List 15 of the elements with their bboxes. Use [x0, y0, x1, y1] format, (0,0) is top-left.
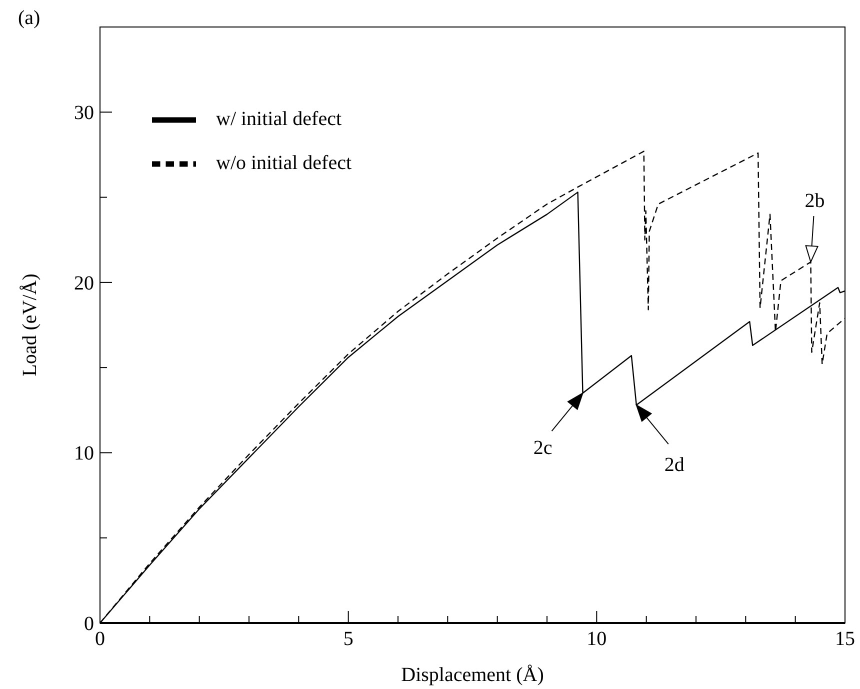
x-tick-label: 5 — [343, 628, 354, 650]
y-axis-title: Load (eV/Å) — [19, 274, 41, 376]
annotation: 2b — [804, 190, 825, 212]
legend-label: w/ initial defect — [216, 108, 342, 130]
x-tick-label: 15 — [835, 628, 855, 650]
annotation: 2c — [533, 437, 552, 460]
y-tick-label: 20 — [74, 272, 94, 294]
x-tick-label: 10 — [586, 628, 607, 650]
chart-title: (a) — [18, 7, 40, 29]
legend-label: w/o initial defect — [216, 152, 352, 174]
x-axis-title: Displacement (Å) — [401, 664, 544, 686]
y-tick-label: 10 — [74, 442, 94, 465]
y-tick-label: 0 — [84, 613, 94, 635]
y-tick-label: 30 — [74, 102, 94, 124]
annotation: 2d — [664, 454, 684, 476]
